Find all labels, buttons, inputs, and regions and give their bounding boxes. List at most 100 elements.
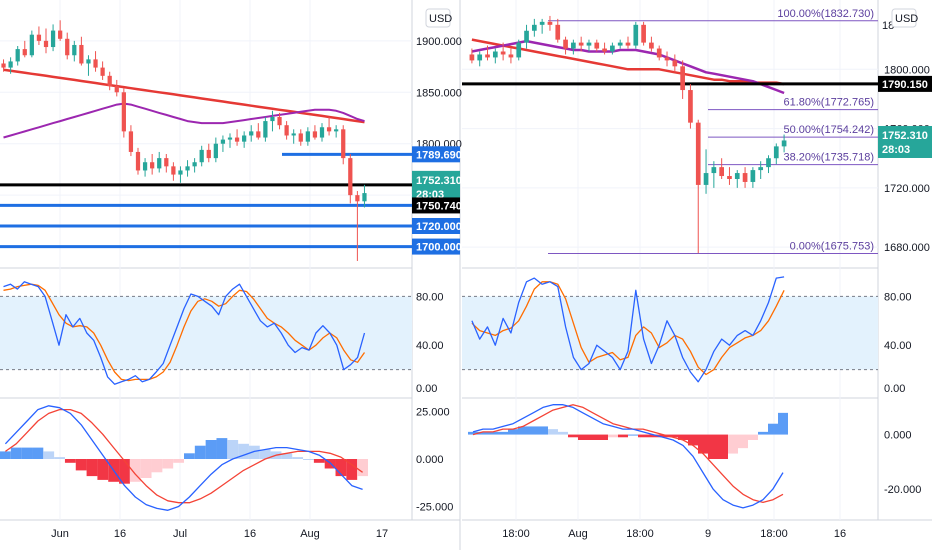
- macd-histogram-bar: [119, 459, 130, 484]
- macd-histogram-bar: [64, 459, 76, 463]
- macd-line: [4, 405, 363, 511]
- macd-histogram-bar: [618, 434, 628, 438]
- time-tick-label: 16: [834, 528, 846, 540]
- macd-histogram-bar: [303, 459, 314, 460]
- candle-body: [492, 51, 498, 58]
- moving-average-purple: [3, 102, 365, 139]
- macd-histogram-bar: [528, 426, 538, 435]
- fib-label: 0.00%(1675.753): [790, 240, 874, 252]
- candle-body: [532, 24, 537, 31]
- macd-histogram-bar: [508, 429, 518, 435]
- macd-histogram-bar: [292, 457, 304, 459]
- macd-histogram-bar: [357, 459, 368, 477]
- candle-body: [727, 176, 732, 179]
- level-tag-1700-bg: [412, 238, 460, 255]
- candle-body: [65, 38, 70, 56]
- candle-body: [355, 195, 360, 202]
- stoch-tick-label: 80.00: [416, 291, 444, 303]
- macd-histogram-bar: [140, 459, 152, 478]
- candle-body: [298, 133, 303, 142]
- macd-signal-line: [472, 404, 784, 504]
- candle-body: [8, 61, 13, 68]
- right-chart-panel[interactable]: 100.00%(1832.730) 61.80%(1772.765) 50.00%(…: [462, 0, 932, 540]
- macd-histogram-bar: [748, 434, 758, 440]
- macd-histogram-bar: [248, 445, 260, 459]
- candle-body: [348, 158, 353, 196]
- candle-body: [79, 44, 84, 64]
- candle-body: [305, 131, 310, 142]
- price-tick-label: 1720.000: [884, 183, 930, 195]
- currency-label: USD: [429, 13, 452, 25]
- macd-line: [472, 404, 784, 509]
- candle-body: [220, 139, 226, 144]
- stoch-band: [462, 296, 878, 370]
- candle-body: [563, 39, 568, 49]
- time-tick-label: 17: [376, 528, 388, 540]
- candle-body: [680, 66, 685, 91]
- level-tag-black-bg: [878, 75, 932, 92]
- price-tick-label: 1680.000: [884, 242, 930, 254]
- macd-histogram-bar: [648, 434, 658, 438]
- macd-histogram-bar: [778, 412, 788, 435]
- candle-body: [555, 24, 561, 40]
- candle-body: [516, 42, 522, 58]
- candle-body: [500, 51, 506, 55]
- fib-label: 100.00%(1832.730): [777, 8, 874, 20]
- candle-body: [649, 42, 654, 49]
- price-tick-label-partial: 18: [882, 20, 894, 32]
- currency-label: USD: [895, 13, 918, 25]
- currency-box: [425, 8, 451, 28]
- macd-histogram-bar: [227, 440, 239, 459]
- macd-histogram-bar: [488, 431, 498, 435]
- macd-histogram-bar: [97, 459, 109, 480]
- left-chart-panel[interactable]: USD1900.0001850.0001800.0001789.6901752.…: [0, 0, 462, 540]
- macd-histogram-bar: [708, 434, 718, 459]
- candle-body: [508, 54, 514, 58]
- candle-body: [128, 131, 134, 152]
- moving-average-red: [471, 38, 785, 86]
- macd-tick-label: 0.000: [884, 430, 912, 442]
- candle-body: [750, 170, 756, 182]
- macd-histogram-bar: [588, 434, 598, 440]
- candle-body: [688, 90, 693, 123]
- candle-body: [121, 92, 126, 132]
- level-tag-1720: 1720.000: [416, 221, 462, 233]
- macd-histogram-bar: [718, 434, 728, 459]
- price-tick-label: 1850.000: [416, 87, 462, 99]
- macd-histogram-bar: [43, 451, 55, 459]
- macd-histogram-bar: [468, 431, 478, 435]
- stoch-tick-label: 80.00: [884, 291, 912, 303]
- candle-body: [249, 131, 254, 136]
- candle-body: [277, 116, 282, 126]
- candle-body: [477, 54, 483, 61]
- candle-body: [734, 173, 740, 179]
- fib-label: 50.00%(1754.242): [783, 124, 874, 136]
- moving-average-purple: [471, 39, 785, 95]
- macd-histogram-bar: [608, 434, 618, 438]
- candle-body: [656, 48, 662, 58]
- candle-body: [107, 75, 112, 87]
- candle-body: [773, 146, 779, 159]
- macd-histogram-bar: [658, 434, 668, 438]
- candle-body: [206, 149, 211, 159]
- macd-tick-label: -20.000: [884, 484, 921, 496]
- candle-body: [284, 125, 289, 136]
- candle-body: [114, 86, 119, 93]
- candle-body: [672, 60, 678, 67]
- macd-histogram-bar: [75, 459, 87, 471]
- candle-body: [547, 21, 553, 25]
- macd-histogram-bar: [728, 434, 738, 454]
- stoch-tick-label: 40.00: [416, 340, 444, 352]
- price-tick-label: 1800.000: [884, 64, 930, 76]
- candle-body: [1, 63, 6, 68]
- macd-histogram-bar: [498, 431, 508, 435]
- macd-histogram-bar: [678, 434, 688, 440]
- candle-body: [758, 167, 764, 171]
- candle-body: [524, 30, 529, 43]
- candle-body: [242, 135, 247, 142]
- macd-histogram-bar: [548, 429, 558, 435]
- macd-histogram-bar: [0, 451, 11, 459]
- macd-histogram-bar: [738, 434, 748, 449]
- candle-body: [539, 21, 545, 25]
- macd-histogram-bar: [478, 431, 488, 435]
